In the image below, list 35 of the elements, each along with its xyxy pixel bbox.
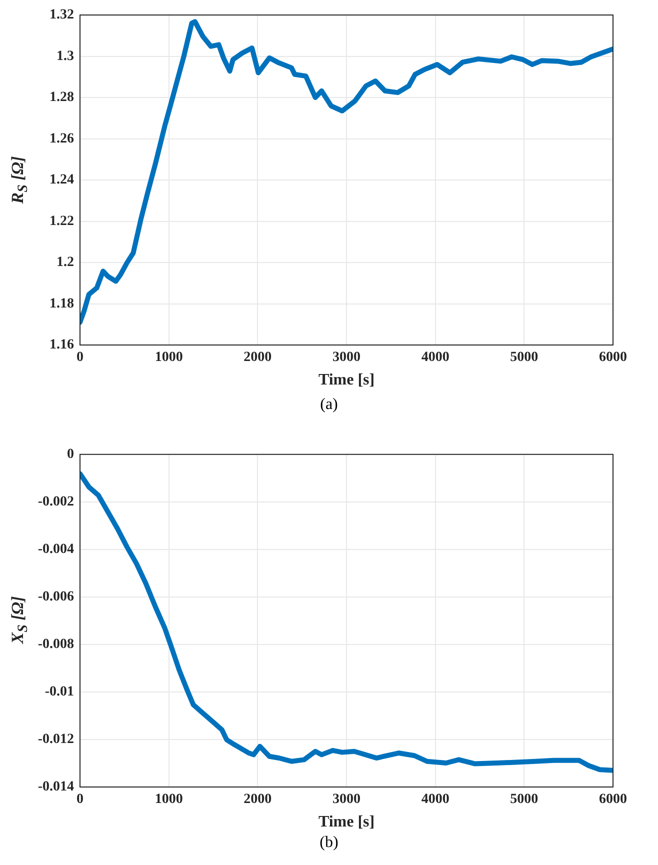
y-tick-label: 1.26 — [50, 131, 74, 146]
x-tick-label: 5000 — [510, 350, 538, 366]
y-tick-label: -0.006 — [38, 590, 74, 605]
y-tick-label: 1.18 — [50, 296, 74, 312]
y-tick-label: -0.004 — [38, 542, 74, 558]
y-tick-label: 1.3 — [56, 48, 74, 64]
x-tick-label: 5000 — [510, 792, 538, 808]
x-axis-title: Time [s] — [318, 814, 375, 831]
y-tick-label: -0.012 — [38, 732, 74, 748]
y-tick-label: -0.01 — [44, 684, 74, 700]
x-tick-label: 0 — [76, 792, 84, 808]
text: (a) — [319, 396, 339, 414]
x-tick-label: 1000 — [154, 350, 183, 366]
y-tick-label: -0.014 — [38, 780, 74, 795]
y-tick-label: 1.28 — [50, 90, 74, 106]
x-tick-label: 4000 — [421, 350, 450, 366]
x-tick-label: 6000 — [599, 792, 627, 808]
y-tick-label: -0.008 — [38, 637, 74, 652]
y-tick-label: 1.2 — [56, 255, 74, 270]
y-tick-label: -0.002 — [38, 494, 74, 510]
x-tick-label: 2000 — [244, 792, 272, 808]
x-tick-label: 3000 — [332, 792, 360, 808]
y-tick-label: 1.22 — [50, 214, 74, 229]
x-tick-label: 1000 — [154, 792, 183, 808]
y-tick-label: 1.24 — [50, 172, 74, 188]
x-axis-title: Time [s] — [318, 372, 375, 389]
x-tick-label: 3000 — [332, 350, 360, 366]
x-tick-label: 4000 — [421, 792, 450, 808]
y-tick-label: 1.32 — [50, 8, 74, 23]
y-tick-label: 1.16 — [50, 338, 74, 353]
x-tick-label: 0 — [76, 350, 84, 366]
text: (b) — [318, 834, 340, 852]
x-tick-label: 6000 — [599, 350, 627, 366]
y-tick-label: 0 — [67, 447, 74, 462]
x-tick-label: 2000 — [244, 350, 272, 366]
